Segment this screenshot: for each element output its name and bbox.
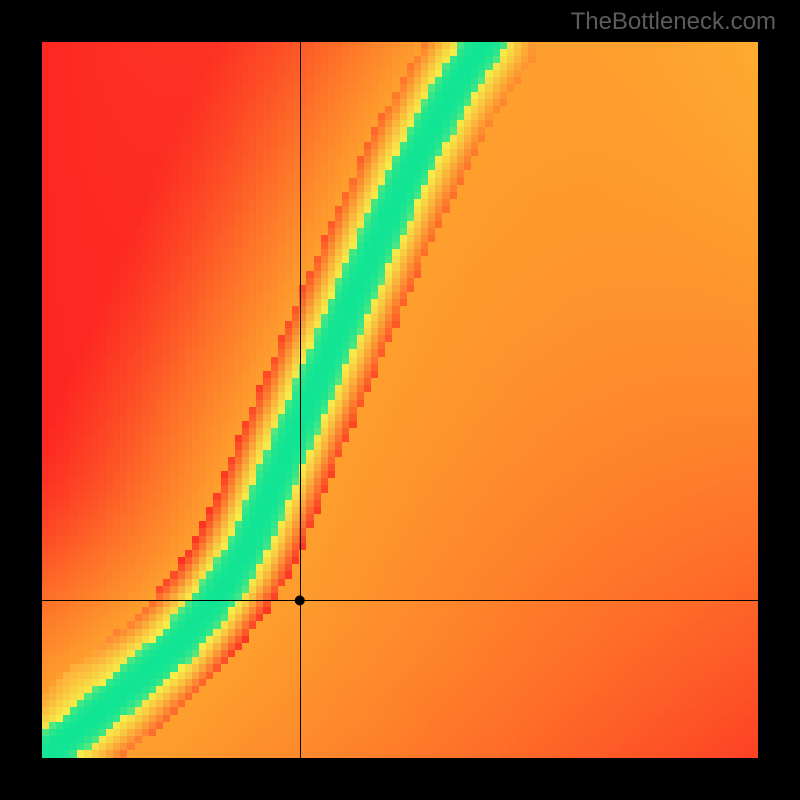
chart-container: TheBottleneck.com xyxy=(0,0,800,800)
watermark-text: TheBottleneck.com xyxy=(571,8,776,36)
bottleneck-heatmap xyxy=(42,42,758,758)
